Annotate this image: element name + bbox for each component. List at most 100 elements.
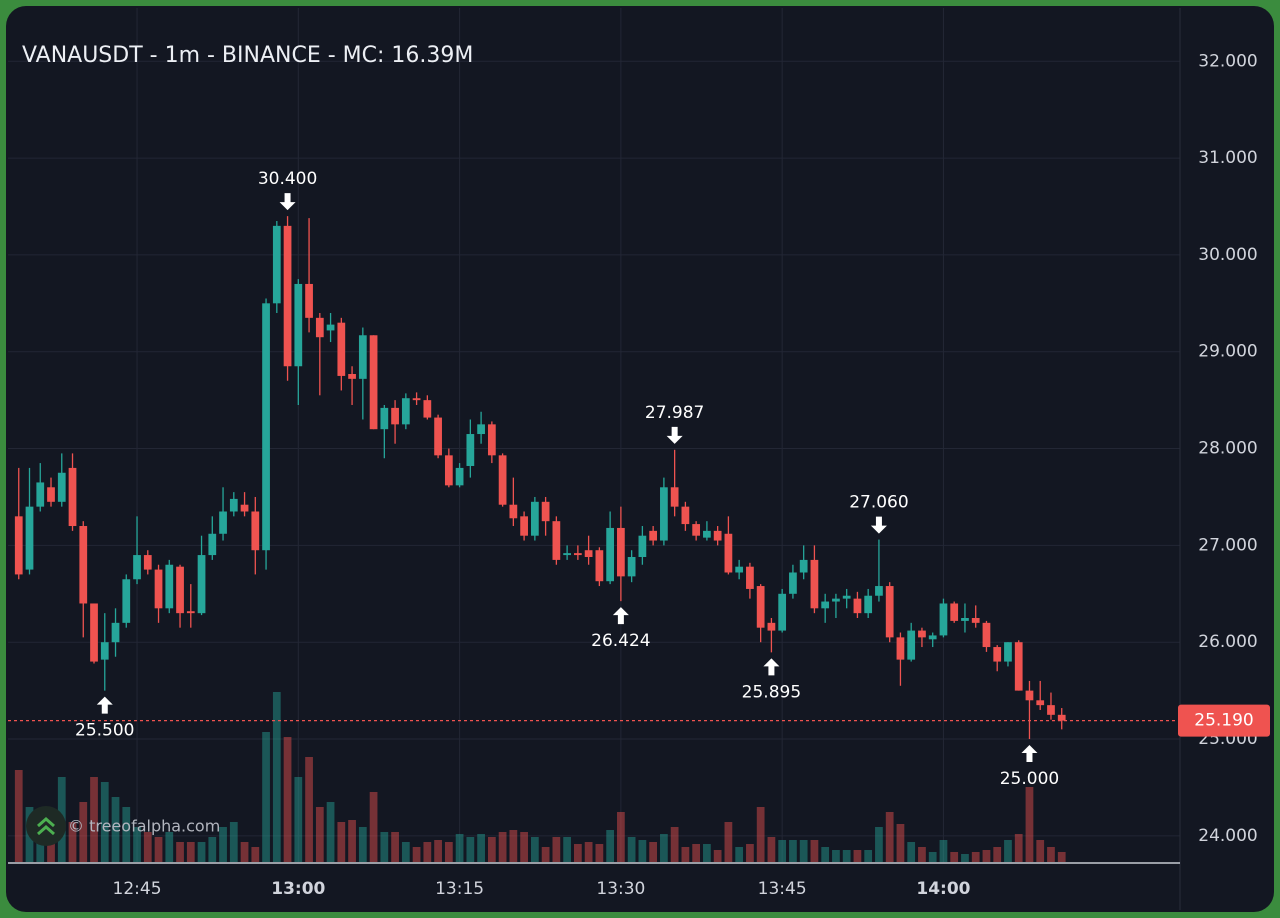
candle-body (595, 550, 604, 582)
volume-bar (1047, 847, 1055, 862)
volume-bar (294, 777, 303, 862)
candle-body (477, 424, 485, 435)
overlay-layer: 25.190 30.400 25.500 27.987 26.424 25.895 27.0… (8, 169, 1270, 789)
candle-body (487, 424, 496, 456)
volume-layer (14, 692, 1066, 862)
volume-bar (982, 850, 991, 862)
candle-body (369, 335, 378, 430)
volume-bar (1014, 834, 1023, 862)
candle-body (993, 647, 1002, 662)
candle-body (1014, 642, 1023, 691)
volume-bar (68, 822, 77, 862)
volume-bar (165, 832, 174, 862)
candle-body (143, 555, 152, 570)
candle-body (627, 557, 636, 577)
candle-body (703, 530, 711, 538)
x-tick-label: 13:30 (596, 879, 645, 899)
marker-label: 25.000 (1000, 769, 1059, 789)
volume-bar (348, 820, 356, 862)
candle-body (348, 374, 356, 379)
volume-bar (778, 840, 787, 862)
volume-bar (229, 822, 238, 862)
candle-body (466, 434, 475, 466)
volume-bar (950, 852, 959, 862)
candle-body (1047, 705, 1055, 715)
volume-bar (305, 757, 313, 862)
volume-bar (767, 837, 776, 862)
candle-body (735, 566, 744, 573)
candle-body (918, 630, 926, 638)
candle-body (401, 398, 410, 425)
chart-title: VANAUSDT - 1m - BINANCE - MC: 16.39M (22, 43, 473, 68)
candle-body (606, 527, 614, 582)
candle-body (57, 472, 66, 502)
volume-bar (832, 850, 840, 862)
volume-bar (724, 822, 733, 862)
volume-bar (477, 834, 485, 862)
volume-bar (423, 842, 432, 862)
candle-body (638, 535, 647, 557)
volume-bar (1057, 852, 1066, 862)
candle-body (767, 622, 776, 631)
volume-bar (606, 830, 614, 862)
volume-bar (928, 852, 937, 862)
candle-body (832, 598, 840, 602)
last-price-box (1178, 704, 1270, 737)
x-tick-label: 13:15 (435, 879, 484, 899)
y-tick-label: 28.000 (1198, 439, 1257, 459)
candle-body (90, 603, 98, 662)
candle-body (100, 642, 109, 660)
candle-body (810, 559, 819, 609)
volume-bar (251, 847, 260, 862)
marker-arrow (279, 193, 296, 211)
candle-body (219, 511, 227, 534)
candle-body (574, 553, 582, 556)
volume-bar (240, 842, 249, 862)
candle-body (434, 417, 442, 456)
volume-bar (799, 840, 808, 862)
volume-bar (842, 850, 851, 862)
candle-body (380, 407, 389, 430)
candle-body (842, 595, 851, 599)
volume-bar (326, 802, 335, 862)
candle-body (982, 622, 991, 648)
candle-body (358, 335, 367, 379)
volume-bar (584, 842, 593, 862)
last-price-label: 25.190 (1194, 711, 1253, 731)
volume-bar (466, 837, 475, 862)
volume-bar (133, 827, 141, 862)
volume-bar (176, 842, 184, 862)
candle-body (391, 407, 399, 425)
candle-body (240, 504, 249, 512)
candle-body (1025, 690, 1034, 701)
candle-body (928, 635, 937, 640)
volume-bar (380, 832, 389, 862)
candle-body (25, 506, 34, 570)
candle-body (47, 487, 55, 502)
candle-body (412, 398, 421, 401)
volume-bar (498, 832, 507, 862)
candle-body (315, 317, 324, 338)
candle-body (746, 566, 754, 589)
candle-body (885, 586, 894, 638)
candle-body (896, 637, 905, 660)
candle-body (950, 603, 959, 621)
candle-body (283, 225, 292, 367)
marker-label: 26.424 (591, 631, 650, 651)
volume-bar (283, 737, 292, 862)
watermark: © treeofalpha.com (68, 817, 220, 836)
volume-bar (111, 797, 120, 862)
x-tick-label: 13:00 (271, 879, 325, 899)
y-tick-label: 29.000 (1198, 342, 1257, 362)
volume-bar (337, 822, 346, 862)
volume-bar (552, 837, 561, 862)
volume-bar (79, 802, 88, 862)
candle-body (756, 586, 765, 628)
marker-label: 27.987 (645, 403, 704, 423)
volume-bar (358, 827, 367, 862)
chart-background (6, 6, 1274, 912)
volume-bar (520, 832, 528, 862)
volume-bar (1036, 840, 1045, 862)
candle-body (197, 555, 206, 614)
